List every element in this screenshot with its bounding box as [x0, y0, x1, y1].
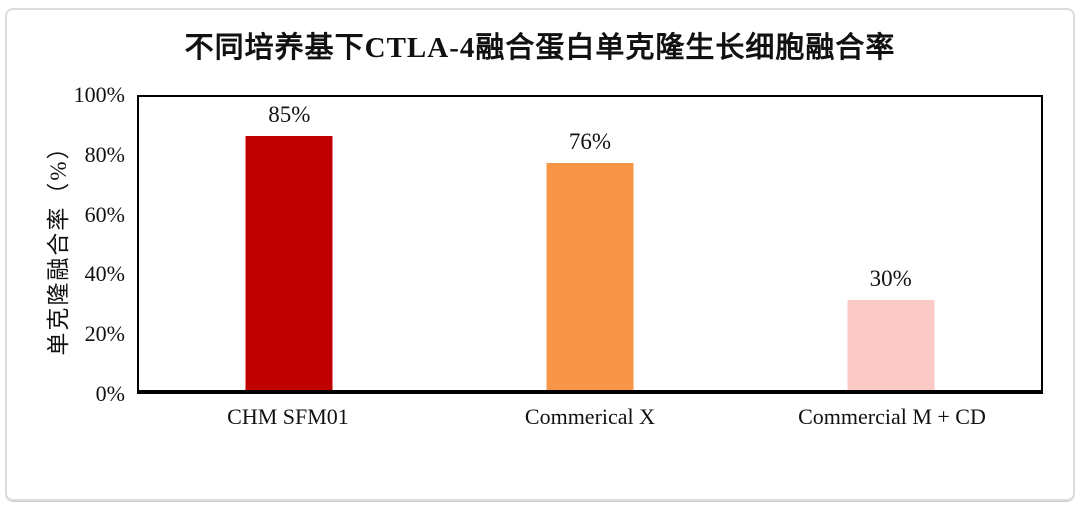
y-tick-label: 80%: [84, 141, 125, 167]
bar-chm-sfm01: [245, 135, 333, 390]
x-category-label: CHM SFM01: [227, 404, 349, 429]
y-axis-tick-labels: 0% 20% 40% 60% 80% 100%: [0, 82, 125, 406]
plot-area: 85% 76% 30%: [137, 95, 1043, 394]
y-tick-label: 100%: [73, 82, 125, 107]
bar-value-label: 85%: [268, 101, 311, 127]
chart-title: 不同培养基下CTLA-4融合蛋白单克隆生长细胞融合率: [184, 32, 896, 64]
bar-value-label: 30%: [869, 266, 912, 292]
y-tick-label: 0%: [95, 381, 125, 406]
bar-commercial-m-cd: [847, 300, 935, 390]
bar-value-label: 76%: [568, 128, 612, 154]
y-tick-label: 20%: [84, 321, 125, 347]
y-tick-label: 40%: [84, 261, 125, 287]
bar-commerical-x: [546, 162, 634, 390]
x-category-label: Commerical X: [524, 404, 656, 429]
x-axis-category-labels: CHM SFM01 Commerical X Commercial M + CD: [137, 404, 1043, 434]
x-category-label: Commercial M + CD: [798, 404, 986, 429]
y-tick-label: 60%: [84, 201, 125, 227]
